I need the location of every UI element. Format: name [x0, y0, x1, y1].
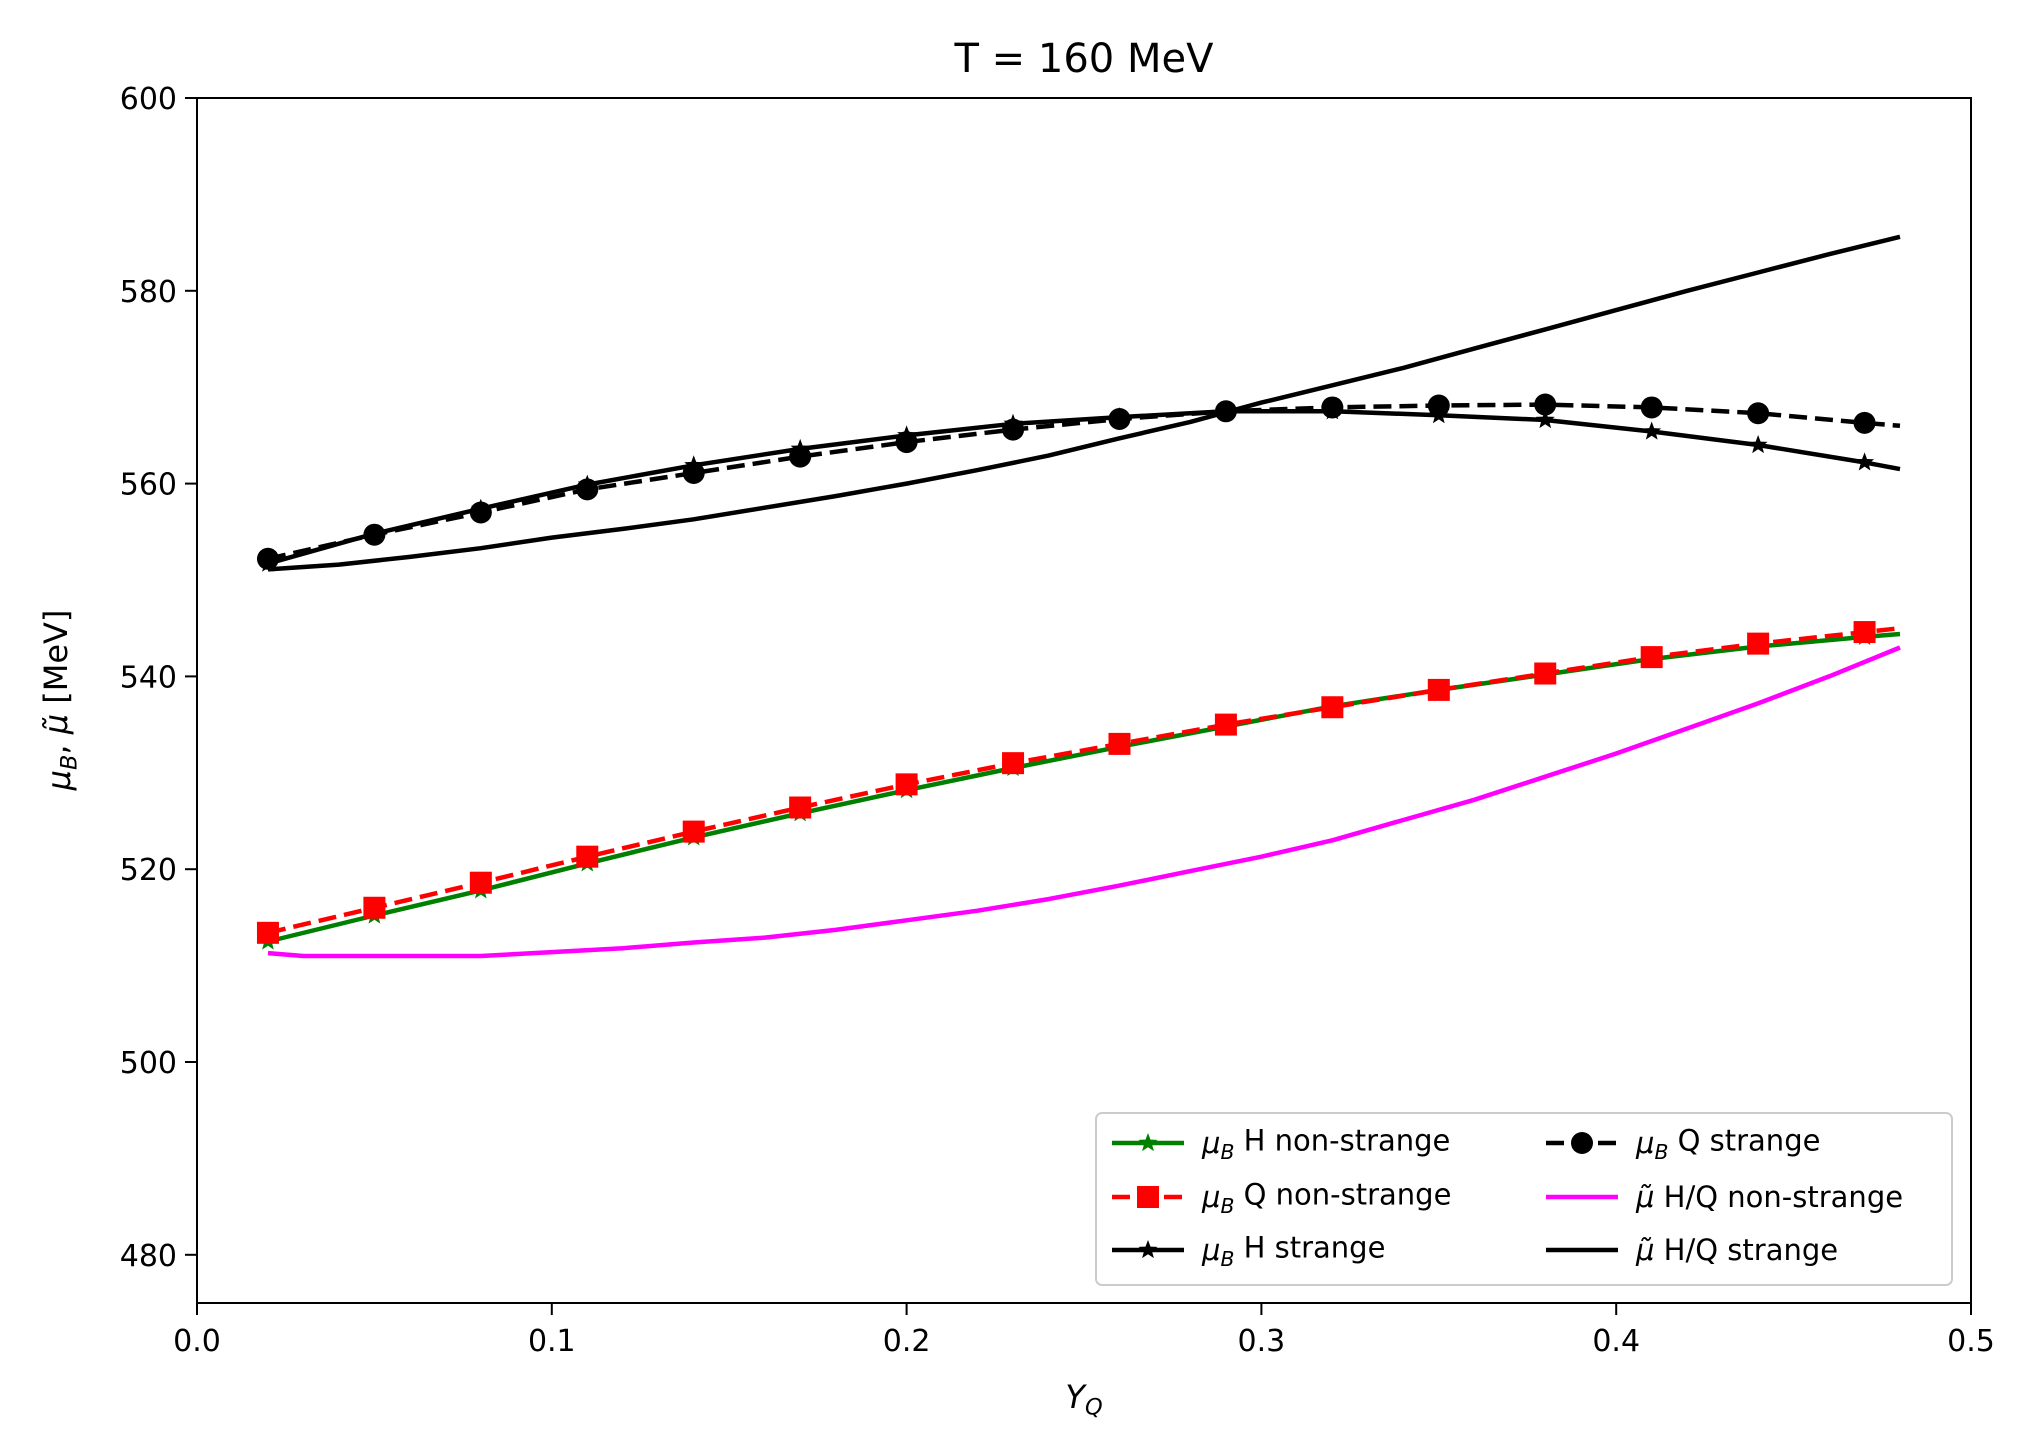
- chart-title: T = 160 MeV: [954, 36, 1215, 82]
- data-point-square: [256, 921, 279, 944]
- x-tick-label: 0.0: [173, 1324, 221, 1359]
- data-point-square: [1002, 752, 1025, 775]
- y-tick-label: 600: [120, 82, 177, 117]
- data-point-circle: [1571, 1132, 1593, 1154]
- data-point-square: [363, 896, 386, 919]
- data-point-square: [576, 845, 599, 868]
- data-point-star: [1138, 1240, 1158, 1259]
- series-line: [267, 234, 1901, 572]
- x-axis: 0.0 0.1 0.2 0.3 0.4 0.5: [173, 1303, 1995, 1359]
- axes-frame: [196, 97, 1972, 1304]
- legend-item: μB​ H strange: [1112, 1230, 1385, 1271]
- x-tick-label: 0.4: [1592, 1324, 1640, 1359]
- series-4: [267, 645, 1901, 959]
- data-point-star: [1748, 435, 1768, 454]
- data-point-circle: [1321, 396, 1344, 419]
- legend-label: μB​ Q non-strange: [1201, 1177, 1451, 1218]
- x-tick-label: 0.3: [1238, 1324, 1286, 1359]
- y-tick-label: 540: [120, 660, 177, 695]
- data-point-square: [469, 871, 492, 894]
- data-point-square: [682, 820, 705, 843]
- y-axis-label: μB​, μ̃ [MeV]: [37, 610, 83, 792]
- data-point-square: [1747, 632, 1770, 655]
- x-axis-label: YQ​: [1065, 1378, 1102, 1421]
- data-point-star: [1535, 410, 1555, 429]
- series-5: [267, 234, 1901, 572]
- legend-label: μB​ H non-strange: [1201, 1123, 1450, 1164]
- y-tick-label: 580: [120, 275, 177, 310]
- data-point-circle: [1747, 402, 1770, 425]
- legend-item: μ̃ H/Q non-strange: [1546, 1180, 1903, 1214]
- y-tick-label: 480: [120, 1239, 177, 1274]
- data-point-circle: [789, 445, 812, 468]
- legend-item: μB​ Q non-strange: [1112, 1177, 1451, 1218]
- data-point-circle: [1640, 396, 1663, 419]
- y-axis: 480 500 520 540 560 580 600: [120, 82, 197, 1274]
- data-point-circle: [1427, 394, 1450, 417]
- legend-item: μB​ H non-strange: [1112, 1123, 1450, 1164]
- data-point-circle: [1853, 411, 1876, 434]
- data-point-square: [1427, 678, 1450, 701]
- x-tick-label: 0.5: [1947, 1324, 1995, 1359]
- data-point-square: [1640, 646, 1663, 669]
- legend-box: [1095, 1112, 1953, 1286]
- y-tick-label: 560: [120, 468, 177, 503]
- legend-label: μ̃ H/Q non-strange: [1635, 1180, 1903, 1214]
- data-point-circle: [363, 523, 386, 546]
- legend-label: μ̃ H/Q strange: [1635, 1233, 1838, 1267]
- x-tick-label: 0.1: [528, 1324, 576, 1359]
- data-point-square: [1214, 713, 1237, 736]
- legend-item: μB​ Q strange: [1546, 1123, 1820, 1164]
- series-3: [256, 393, 1901, 570]
- data-point-circle: [1108, 408, 1131, 431]
- data-point-square: [1137, 1186, 1159, 1208]
- data-point-square: [1853, 621, 1876, 644]
- legend-label: μB​ Q strange: [1635, 1123, 1820, 1164]
- data-point-circle: [895, 431, 918, 454]
- data-point-square: [789, 796, 812, 819]
- data-point-circle: [1002, 418, 1025, 441]
- data-point-circle: [256, 547, 279, 570]
- legend-item: μ̃ H/Q strange: [1546, 1233, 1838, 1267]
- data-point-circle: [469, 501, 492, 524]
- data-point-square: [1108, 732, 1131, 755]
- data-point-square: [895, 773, 918, 796]
- series-layer: [256, 234, 1901, 959]
- data-point-square: [1321, 696, 1344, 719]
- x-tick-label: 0.2: [883, 1324, 931, 1359]
- series-line: [267, 645, 1901, 959]
- data-point-circle: [682, 461, 705, 484]
- y-tick-label: 500: [120, 1046, 177, 1081]
- data-point-circle: [576, 478, 599, 501]
- data-point-star: [1855, 452, 1875, 471]
- data-point-star: [1138, 1133, 1158, 1152]
- data-point-circle: [1534, 393, 1557, 416]
- legend-label: μB​ H strange: [1201, 1230, 1385, 1271]
- data-point-square: [1534, 662, 1557, 685]
- data-point-star: [1642, 421, 1662, 440]
- y-tick-label: 520: [120, 853, 177, 888]
- series-1: [256, 621, 1901, 944]
- legend: μB​ H non-strange μB​ Q strange μB​ Q non-…: [1095, 1112, 1953, 1286]
